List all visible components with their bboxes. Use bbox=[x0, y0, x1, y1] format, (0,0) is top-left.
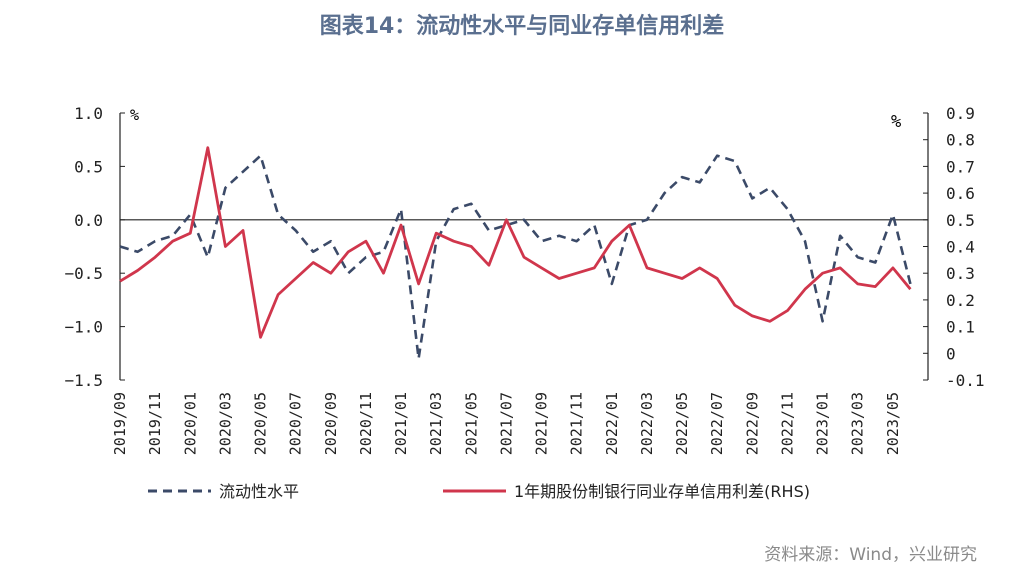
right-tick-label: -0.1 bbox=[946, 371, 985, 390]
x-tick-label: 2021/07 bbox=[497, 392, 515, 455]
x-tick-label: 2021/09 bbox=[533, 392, 551, 455]
right-y-axis: 0.9 0.8 0.7 0.6 0.5 0.4 0.3 0.2 0.1 0 -0.1 bbox=[923, 104, 985, 390]
right-axis-unit: % bbox=[891, 112, 901, 132]
x-tick-label: 2021/05 bbox=[462, 392, 480, 455]
x-tick-label: 2022/01 bbox=[603, 392, 621, 455]
x-tick-label: 2022/09 bbox=[743, 392, 761, 455]
x-tick-label: 2020/07 bbox=[287, 392, 305, 455]
x-tick-label: 2020/11 bbox=[357, 392, 375, 455]
right-tick-label: 0.8 bbox=[946, 131, 975, 150]
x-tick-label: 2022/05 bbox=[673, 392, 691, 455]
x-tick-label: 2023/01 bbox=[814, 392, 832, 455]
series-layer bbox=[119, 146, 912, 360]
left-tick-label: 0.0 bbox=[74, 211, 103, 230]
x-tick-label: 2021/01 bbox=[392, 392, 410, 455]
right-tick-label: 0.6 bbox=[946, 184, 975, 203]
x-tick-label: 2021/03 bbox=[427, 392, 445, 455]
right-tick-label: 0.1 bbox=[946, 318, 975, 337]
right-tick-label: 0 bbox=[946, 344, 956, 363]
chart-title: 图表14：流动性水平与同业存单信用利差 bbox=[320, 13, 725, 39]
x-axis: 2019/09 2019/11 2020/01 2020/03 2020/05 2020/… bbox=[111, 392, 902, 455]
left-tick-label: −0.5 bbox=[64, 264, 103, 283]
spread-line bbox=[119, 146, 912, 339]
x-tick-label: 2022/07 bbox=[708, 392, 726, 455]
legend-liquidity-label: 流动性水平 bbox=[219, 482, 299, 501]
source-note: 资料来源：Wind，兴业研究 bbox=[764, 545, 977, 565]
x-tick-label: 2022/11 bbox=[778, 392, 796, 455]
right-tick-label: 0.7 bbox=[946, 157, 975, 176]
left-tick-label: −1.0 bbox=[64, 318, 103, 337]
x-tick-label: 2022/03 bbox=[638, 392, 656, 455]
x-tick-label: 2023/03 bbox=[849, 392, 867, 455]
x-tick-label: 2019/11 bbox=[146, 392, 164, 455]
left-tick-label: −1.5 bbox=[64, 371, 103, 390]
legend: 流动性水平 1年期股份制银行同业存单信用利差(RHS) bbox=[148, 482, 810, 501]
left-axis-unit: % bbox=[130, 106, 139, 124]
right-tick-label: 0.5 bbox=[946, 211, 975, 230]
x-tick-label: 2020/05 bbox=[252, 392, 270, 455]
left-tick-label: 0.5 bbox=[74, 157, 103, 176]
x-tick-label: 2020/03 bbox=[216, 392, 234, 455]
left-y-axis: 1.0 0.5 0.0 −0.5 −1.0 −1.5 bbox=[64, 104, 125, 390]
right-tick-label: 0.4 bbox=[946, 238, 975, 257]
x-tick-label: 2023/05 bbox=[884, 392, 902, 455]
x-tick-label: 2019/09 bbox=[111, 392, 129, 455]
right-tick-label: 0.9 bbox=[946, 104, 975, 123]
right-tick-label: 0.2 bbox=[946, 291, 975, 310]
legend-spread-label: 1年期股份制银行同业存单信用利差(RHS) bbox=[514, 482, 810, 501]
right-tick-label: 0.3 bbox=[946, 264, 975, 283]
x-tick-label: 2020/01 bbox=[181, 392, 199, 455]
left-tick-label: 1.0 bbox=[74, 104, 103, 123]
liquidity-line bbox=[119, 154, 912, 360]
x-tick-label: 2021/11 bbox=[568, 392, 586, 455]
x-tick-label: 2020/09 bbox=[322, 392, 340, 455]
